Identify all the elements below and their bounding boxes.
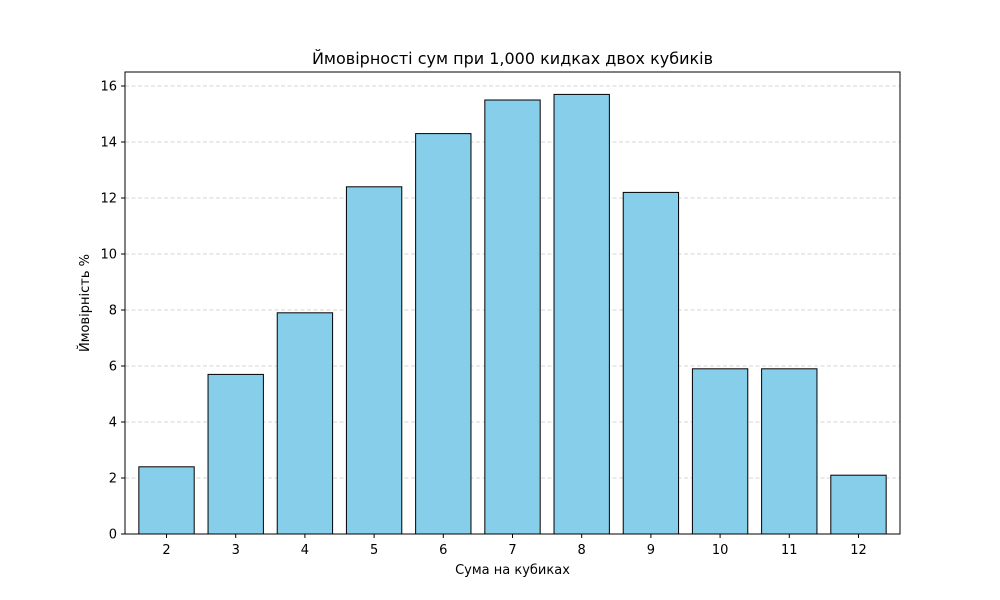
x-tick-label: 7 bbox=[508, 543, 516, 558]
y-axis-label: Ймовірність % bbox=[77, 254, 93, 352]
y-tick-label: 2 bbox=[109, 472, 117, 487]
x-tick-label: 6 bbox=[439, 543, 447, 558]
bar-2 bbox=[138, 466, 195, 535]
y-tick-label: 14 bbox=[100, 136, 117, 151]
bars bbox=[138, 93, 887, 535]
x-axis-label: Сума на кубиках bbox=[455, 563, 570, 578]
x-tick-label: 8 bbox=[578, 543, 586, 558]
y-axis-ticks: 0 2 4 6 8 10 12 14 16 bbox=[100, 80, 125, 543]
y-tick-label: 16 bbox=[100, 80, 117, 95]
x-tick-label: 10 bbox=[712, 543, 729, 558]
bar-9 bbox=[622, 191, 680, 535]
y-tick-label: 4 bbox=[109, 416, 117, 431]
bar-12 bbox=[830, 474, 887, 535]
y-tick-label: 6 bbox=[109, 360, 117, 375]
bar-8 bbox=[553, 93, 610, 535]
y-tick-label: 8 bbox=[109, 304, 117, 319]
chart-title: Ймовірності сум при 1,000 кидках двох ку… bbox=[312, 49, 713, 68]
x-axis-ticks: 2 3 4 5 6 7 8 9 10 11 12 bbox=[162, 534, 867, 558]
bar-5 bbox=[345, 186, 403, 535]
x-tick-label: 3 bbox=[232, 543, 240, 558]
y-tick-label: 0 bbox=[109, 528, 117, 543]
bar-7 bbox=[484, 99, 541, 535]
y-tick-label: 10 bbox=[100, 248, 117, 263]
x-tick-label: 11 bbox=[781, 543, 798, 558]
bar-11 bbox=[761, 368, 818, 535]
y-tick-label: 12 bbox=[100, 192, 117, 207]
bar-3 bbox=[207, 373, 264, 535]
x-tick-label: 5 bbox=[370, 543, 378, 558]
bar-10 bbox=[691, 368, 749, 535]
x-tick-label: 2 bbox=[162, 543, 170, 558]
bar-4 bbox=[276, 312, 334, 535]
x-tick-label: 12 bbox=[850, 543, 867, 558]
bar-6 bbox=[415, 133, 472, 535]
x-tick-label: 4 bbox=[301, 543, 309, 558]
x-tick-label: 9 bbox=[647, 543, 655, 558]
